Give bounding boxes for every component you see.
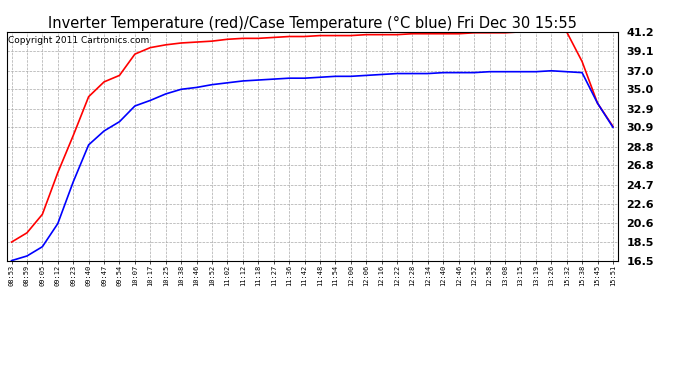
Text: Copyright 2011 Cartronics.com: Copyright 2011 Cartronics.com (8, 36, 149, 45)
Title: Inverter Temperature (red)/Case Temperature (°C blue) Fri Dec 30 15:55: Inverter Temperature (red)/Case Temperat… (48, 16, 577, 31)
